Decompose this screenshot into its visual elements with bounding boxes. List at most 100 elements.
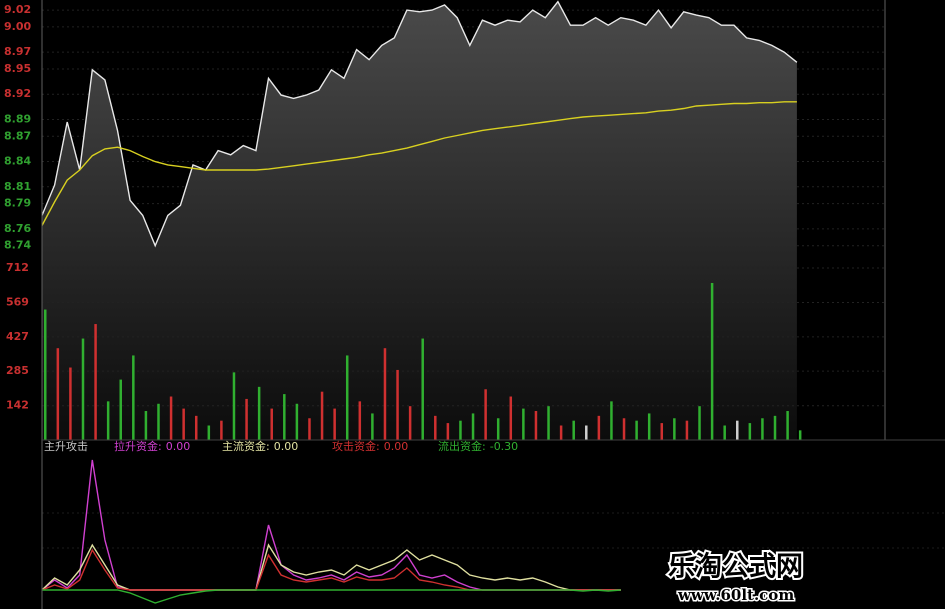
volume-bar bbox=[69, 367, 72, 440]
legend-name: 拉升资金: bbox=[114, 439, 162, 453]
y-tick-label: 8.89 bbox=[4, 112, 31, 125]
y-tick-label: 569 bbox=[6, 296, 29, 309]
legend-value: -0.30 bbox=[490, 440, 518, 453]
volume-bar bbox=[647, 413, 651, 440]
volume-bar bbox=[698, 406, 701, 440]
volume-bar bbox=[396, 369, 399, 440]
y-tick-label: 8.84 bbox=[4, 155, 31, 168]
volume-bar bbox=[119, 379, 122, 440]
volume-bar bbox=[534, 411, 538, 440]
y-tick-label: 427 bbox=[6, 330, 29, 343]
volume-bar bbox=[597, 415, 601, 440]
legend-entry: 流出资金: -0.30 bbox=[438, 439, 518, 453]
volume-bar bbox=[44, 309, 47, 440]
volume-bar bbox=[585, 425, 588, 440]
volume-bar bbox=[270, 408, 273, 440]
volume-bar bbox=[320, 391, 324, 440]
volume-bar bbox=[673, 418, 676, 440]
volume-bar bbox=[459, 420, 462, 440]
y-tick-label: 8.74 bbox=[4, 239, 31, 252]
volume-bar bbox=[710, 282, 714, 440]
volume-bar bbox=[471, 413, 475, 440]
y-tick-label: 142 bbox=[6, 399, 29, 412]
volume-bar bbox=[509, 396, 513, 440]
volume-bar bbox=[635, 420, 638, 440]
volume-bar bbox=[132, 355, 135, 440]
volume-bar bbox=[723, 425, 726, 440]
plot-layer: 9.02 9.00 8.97 8.95 8.92 8.89 8.87 8.84 8.81 8.79… bbox=[4, 0, 945, 604]
legend-entry: 主流资金: 0.00 bbox=[222, 439, 298, 453]
volume-bar bbox=[106, 401, 110, 440]
y-tick-label: 9.00 bbox=[4, 20, 31, 33]
volume-bar bbox=[333, 408, 336, 440]
legend-name: 流出资金: bbox=[438, 439, 486, 453]
indicator-title: 主升攻击 bbox=[44, 439, 88, 453]
volume-bar bbox=[283, 394, 286, 440]
volume-bar bbox=[559, 425, 563, 440]
y-tick-label: 8.95 bbox=[4, 62, 31, 75]
volume-bar bbox=[157, 403, 160, 440]
legend-entry: 拉升资金: 0.00 bbox=[114, 439, 190, 453]
volume-bar bbox=[622, 418, 626, 440]
volume-bar bbox=[245, 398, 248, 440]
volume-bar bbox=[345, 355, 349, 440]
y-tick-label: 8.87 bbox=[4, 129, 31, 142]
legend-name: 攻击资金: bbox=[332, 439, 380, 453]
y-tick-label: 8.81 bbox=[4, 180, 31, 193]
volume-bar bbox=[434, 415, 437, 440]
legend-value: 0.00 bbox=[274, 440, 299, 453]
volume-bar bbox=[547, 406, 550, 440]
volume-bar bbox=[232, 372, 236, 440]
volume-bar bbox=[773, 415, 777, 440]
volume-bar bbox=[446, 423, 450, 440]
volume-bar bbox=[194, 415, 198, 440]
volume-bar bbox=[736, 420, 739, 440]
volume-bar bbox=[220, 420, 223, 440]
volume-bar bbox=[56, 348, 60, 440]
average-line bbox=[41, 101, 797, 226]
y-tick-label: 9.02 bbox=[4, 3, 31, 16]
y-tick-label: 8.92 bbox=[4, 87, 31, 100]
indicator-line bbox=[42, 589, 621, 604]
volume-bar bbox=[295, 403, 299, 440]
price-area bbox=[42, 1, 797, 440]
y-tick-label: 712 bbox=[6, 261, 29, 274]
volume-bar bbox=[610, 401, 613, 440]
y-tick-label: 8.79 bbox=[4, 197, 31, 210]
watermark-url: www.60lt.com bbox=[677, 586, 794, 604]
volume-bar bbox=[81, 338, 85, 440]
volume-bar bbox=[182, 408, 185, 440]
legend-value: 0.00 bbox=[166, 440, 191, 453]
volume-bar bbox=[408, 406, 412, 440]
volume-bar bbox=[169, 396, 173, 440]
volume-bar bbox=[144, 411, 148, 440]
volume-bar bbox=[257, 386, 261, 440]
volume-bar bbox=[371, 413, 374, 440]
volume-bar bbox=[421, 338, 424, 440]
volume-bar bbox=[484, 389, 487, 440]
y-tick-label: 285 bbox=[6, 364, 29, 377]
volume-bar bbox=[383, 348, 387, 440]
volume-bar bbox=[660, 423, 664, 440]
price-line bbox=[41, 0, 798, 248]
volume-bar bbox=[308, 418, 311, 440]
volume-bar bbox=[748, 423, 752, 440]
volume-bar bbox=[207, 425, 211, 440]
volume-bar bbox=[798, 430, 802, 440]
volume-bar bbox=[94, 324, 97, 440]
volume-bar bbox=[358, 401, 362, 440]
volume-bar bbox=[786, 411, 789, 440]
volume-bar bbox=[685, 420, 689, 440]
volume-bar bbox=[761, 418, 764, 440]
y-tick-label: 8.76 bbox=[4, 222, 31, 235]
legend-entry: 攻击资金: 0.00 bbox=[332, 439, 408, 453]
watermark-title: 乐淘公式网 bbox=[668, 552, 803, 583]
volume-bar bbox=[522, 408, 525, 440]
volume-bar bbox=[496, 418, 500, 440]
legend-value: 0.00 bbox=[384, 440, 409, 453]
volume-bar bbox=[572, 420, 575, 440]
y-tick-label: 8.97 bbox=[4, 45, 31, 58]
legend-name: 主流资金: bbox=[222, 439, 270, 453]
